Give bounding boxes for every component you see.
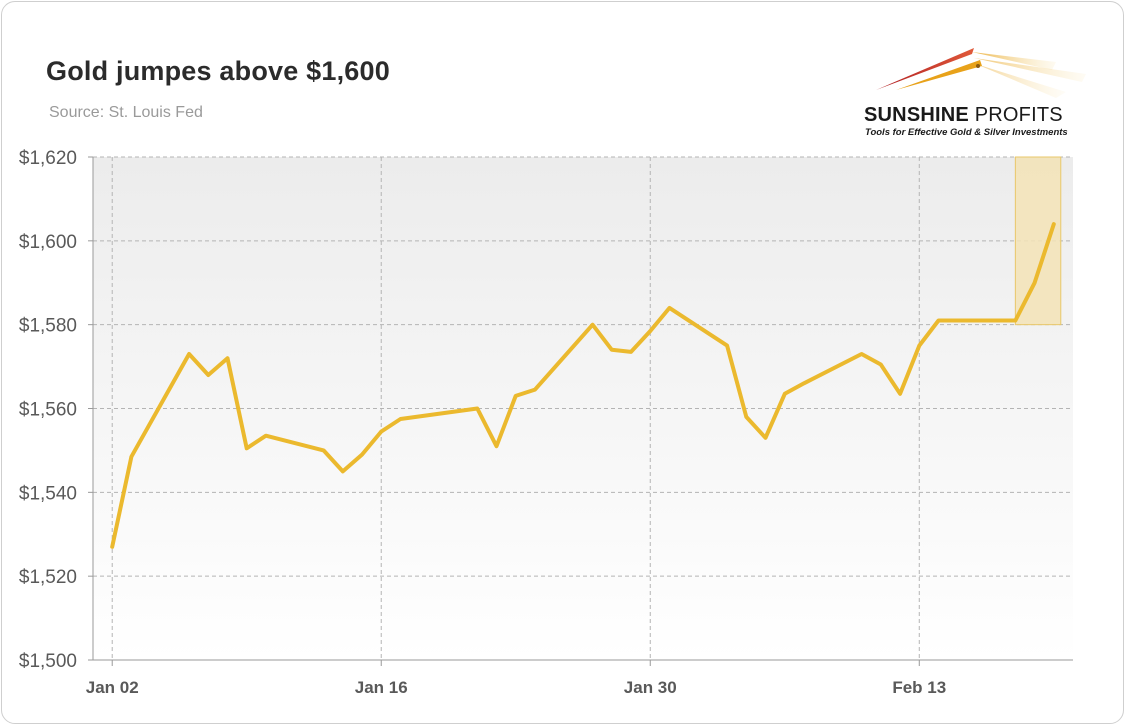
y-tick-label: $1,500 [19, 651, 77, 672]
x-tick-label: Jan 30 [624, 678, 677, 697]
chart-title: Gold jumpes above $1,600 [46, 56, 390, 86]
chart-subtitle: Source: St. Louis Fed [49, 104, 203, 121]
sunshine-profits-logo: SUNSHINE PROFITS Tools for Effective Gol… [856, 40, 1086, 146]
logo-tagline: Tools for Effective Gold & Silver Invest… [865, 127, 1068, 138]
x-axis-ticks: Jan 02 Jan 16 Jan 30 Feb 13 [86, 660, 946, 697]
grid-lines [93, 156, 1073, 660]
y-axis-ticks: $1,500 $1,520 $1,540 $1,560 $1,580 $1,600 $1,6… [19, 148, 93, 672]
x-tick-label: Feb 13 [892, 678, 946, 697]
x-tick-label: Jan 16 [355, 678, 408, 697]
highlight-region [1014, 156, 1062, 326]
logo-rays-icon [876, 48, 1086, 98]
x-tick-label: Jan 02 [86, 678, 139, 697]
gold-price-line [110, 222, 1056, 549]
y-tick-label: $1,520 [19, 567, 77, 588]
y-tick-label: $1,540 [19, 483, 77, 504]
y-tick-label: $1,560 [19, 400, 77, 421]
logo-wordmark: SUNSHINE PROFITS [864, 104, 1063, 126]
y-tick-label: $1,580 [19, 316, 77, 337]
y-tick-label: $1,600 [19, 232, 77, 253]
y-tick-label: $1,620 [19, 148, 77, 169]
